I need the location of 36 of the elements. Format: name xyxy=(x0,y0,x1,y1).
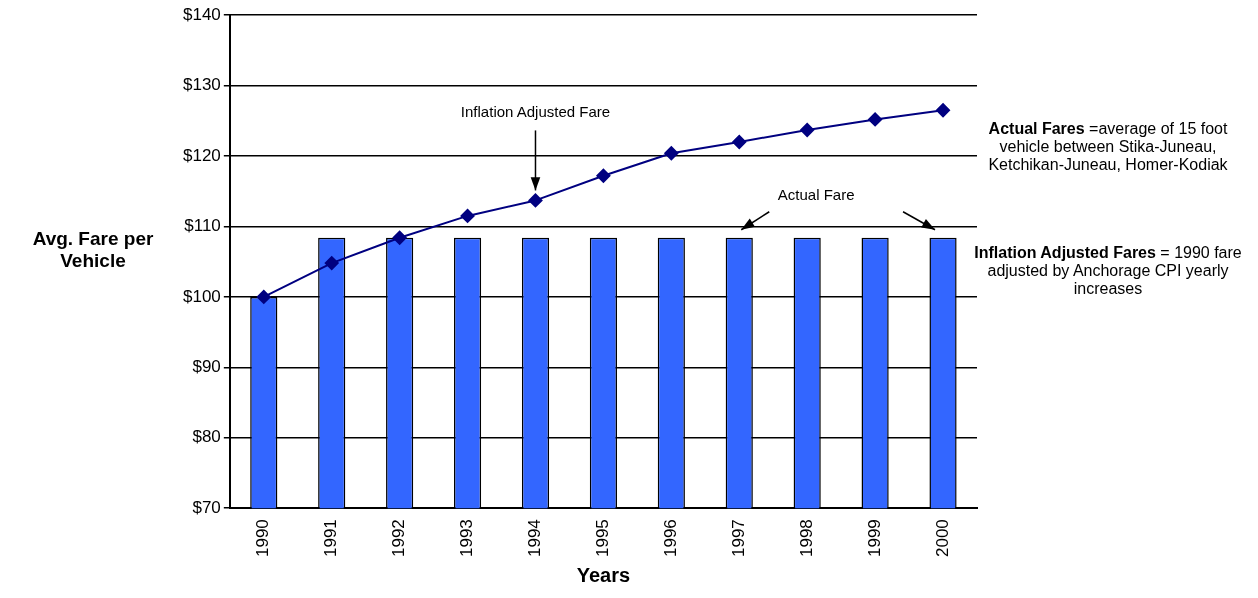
text: Actual Fares =average of 15 foot vehicle between Stika-Juneau, Ketchikan-Juneau, Homer-Kodiak xyxy=(988,120,1228,173)
point xyxy=(664,146,679,161)
point xyxy=(936,103,951,118)
point xyxy=(732,134,747,149)
x-tick-label: 1993 xyxy=(457,519,477,558)
annotation: Inflation Adjusted Fares = 1990 fare adjusted by Anchorage CPI yearly increases xyxy=(974,244,1242,297)
x-tick-label: 1990 xyxy=(253,519,273,558)
y-tick-label: $130 xyxy=(182,75,221,95)
x-axis-title: Years xyxy=(576,563,631,586)
point xyxy=(256,289,271,304)
point xyxy=(868,112,883,127)
x-tick-label: 1999 xyxy=(864,519,884,558)
x-tick-label: 1991 xyxy=(321,519,341,558)
y-tick-label: $140 xyxy=(182,4,221,24)
point xyxy=(392,230,407,245)
point xyxy=(800,122,815,137)
x-tick-label: 1996 xyxy=(661,519,681,558)
y-tick-label: $80 xyxy=(192,427,221,447)
point xyxy=(528,193,543,208)
text: Inflation Adjusted Fare xyxy=(460,103,611,121)
x-tick-label: 1998 xyxy=(796,519,816,558)
point xyxy=(324,256,339,271)
y-tick-label: $110 xyxy=(184,216,221,236)
text: Actual Fare xyxy=(777,186,855,204)
y-tick-label: $70 xyxy=(192,497,221,517)
y-axis-title: Avg. Fare per Vehicle xyxy=(31,228,155,272)
y-tick-label: $90 xyxy=(192,357,221,377)
point xyxy=(460,208,475,223)
y-tick-label: $100 xyxy=(182,286,221,306)
x-tick-label: 2000 xyxy=(932,519,952,558)
x-tick-label: 1992 xyxy=(389,519,409,558)
x-tick-label: 1997 xyxy=(728,519,748,558)
y-tick-label: $120 xyxy=(182,145,221,165)
point xyxy=(596,168,611,183)
x-tick-label: 1995 xyxy=(593,519,613,558)
x-tick-label: 1994 xyxy=(525,519,545,558)
